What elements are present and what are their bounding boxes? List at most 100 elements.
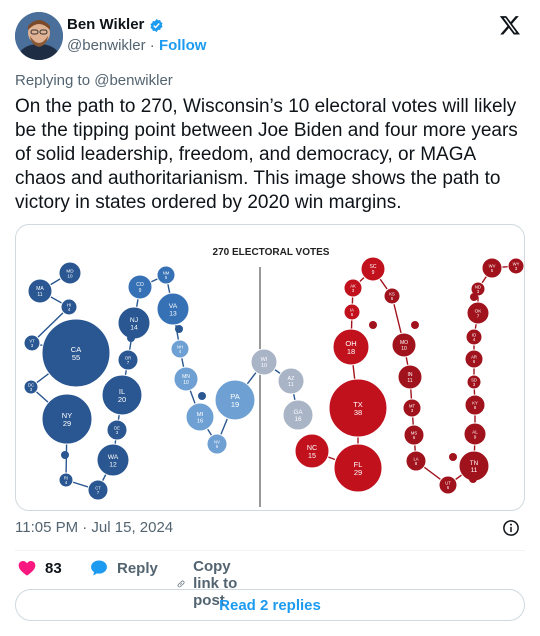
divider (15, 550, 525, 551)
author-name[interactable]: Ben Wikler (67, 16, 145, 33)
state-bubble-ak: AK3 (343, 278, 363, 298)
state-abbr-label: VT (29, 338, 35, 343)
copy-link-button[interactable]: Copy link to post (177, 558, 243, 609)
state-abbr-label: DC (28, 382, 34, 387)
avatar[interactable] (15, 12, 63, 60)
state-ev-label: 3 (31, 343, 34, 348)
replying-to: Replying to @benwikler (15, 72, 173, 89)
state-circle (106, 419, 128, 441)
state-abbr-label: FL (354, 460, 363, 469)
state-circle (383, 287, 401, 305)
state-bubble-al: AL9 (463, 422, 487, 446)
state-bubble-hi: HI4 (60, 298, 78, 316)
speech-bubble-icon (91, 560, 107, 576)
state-circle (333, 443, 383, 493)
state-circle (60, 298, 78, 316)
state-ev-label: 11 (407, 378, 412, 384)
state-ev-label: 6 (413, 435, 416, 440)
state-abbr-label: TN (470, 460, 479, 467)
state-circle (470, 281, 486, 297)
state-abbr-label: ID (472, 332, 476, 337)
state-abbr-label: IA (350, 307, 354, 312)
reply-button[interactable]: Reply (89, 558, 158, 578)
state-circle (27, 278, 53, 304)
state-bubble-sd: SD3 (466, 374, 482, 390)
tweet-header: Ben Wikler @benwikler · Follow (15, 10, 525, 62)
like-button[interactable]: 83 (17, 558, 62, 578)
avatar-image (15, 12, 63, 60)
state-abbr-label: NJ (130, 317, 138, 324)
state-circle (405, 450, 427, 472)
state-abbr-label: IL (119, 387, 125, 396)
chain-node-dot (175, 325, 183, 333)
state-ev-label: 3 (411, 408, 414, 413)
separator: · (149, 37, 155, 54)
state-abbr-label: CT (95, 485, 101, 490)
state-ev-label: 6 (391, 296, 394, 301)
state-abbr-label: AZ (288, 376, 296, 382)
state-circle (214, 379, 256, 421)
state-circle (403, 424, 425, 446)
timestamp[interactable]: 11:05 PM · Jul 15, 2024 (15, 519, 174, 536)
state-abbr-label: WI (261, 357, 268, 363)
state-circle (391, 332, 417, 358)
state-abbr-label: OR (125, 355, 131, 360)
state-bubble-wv: WV5 (481, 257, 503, 279)
state-abbr-label: UT (445, 480, 451, 485)
state-ev-label: 3 (30, 387, 33, 392)
media-image[interactable]: 270 ELECTORAL VOTES MD 10 MA 11 HI 4 VT 3 CA 55 DC… (15, 224, 525, 511)
state-bubble-nh: NH4 (170, 339, 190, 359)
state-ev-label: 13 (169, 310, 177, 317)
copy-link-label: Copy link to post (193, 558, 238, 609)
state-ev-label: 8 (415, 461, 418, 466)
state-abbr-label: MD (66, 268, 74, 273)
state-circle (58, 472, 74, 488)
state-bubble-ks: KS6 (383, 287, 401, 305)
state-ev-label: 3 (116, 430, 119, 435)
state-circle (96, 443, 130, 477)
state-circle (343, 303, 361, 321)
state-abbr-label: WY (513, 261, 520, 266)
state-bubble-ms: MS6 (403, 424, 425, 446)
state-abbr-label: KS (389, 291, 395, 296)
state-ev-label: 16 (197, 419, 204, 425)
state-bubble-vt: VT3 (23, 334, 41, 352)
state-bubble-sc: SC9 (360, 256, 386, 282)
state-bubble-ut: UT6 (438, 475, 458, 495)
state-ev-label: 11 (37, 292, 42, 298)
state-circle (438, 475, 458, 495)
chain-node-dot (127, 334, 135, 342)
state-bubble-ia: IA6 (343, 303, 361, 321)
state-circle (507, 257, 524, 275)
state-ev-label: 10 (261, 363, 267, 369)
state-abbr-label: SD (471, 377, 477, 382)
state-ev-label: 3 (473, 382, 476, 387)
state-circle (328, 378, 388, 438)
chain-node-dot (449, 453, 457, 461)
state-circle (481, 257, 503, 279)
state-abbr-label: RI (64, 475, 68, 480)
read-replies-button[interactable]: Read 2 replies (15, 589, 525, 621)
chain-node-dot (411, 321, 419, 329)
state-ev-label: 6 (447, 485, 450, 490)
state-abbr-label: DE (114, 425, 120, 430)
follow-button[interactable]: Follow (158, 37, 207, 54)
state-circle (466, 374, 482, 390)
author-handle[interactable]: @benwikler (67, 37, 146, 54)
state-abbr-label: TX (353, 400, 363, 409)
info-icon[interactable] (502, 519, 520, 537)
state-bubble-nm: NM5 (156, 265, 176, 285)
state-ev-label: 38 (354, 408, 362, 417)
x-logo-icon[interactable] (499, 14, 521, 36)
state-bubble-ri: RI4 (58, 472, 74, 488)
state-abbr-label: MN (182, 374, 190, 380)
